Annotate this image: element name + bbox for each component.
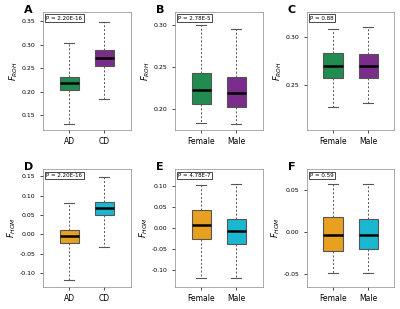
Text: P = 0.88: P = 0.88 xyxy=(310,15,334,21)
Text: E: E xyxy=(156,162,163,172)
Y-axis label: $F_{HOM}$: $F_{HOM}$ xyxy=(138,218,150,239)
Text: C: C xyxy=(288,5,296,15)
Text: A: A xyxy=(24,5,32,15)
Y-axis label: $F_{ROH}$: $F_{ROH}$ xyxy=(272,61,284,81)
PathPatch shape xyxy=(192,73,211,104)
PathPatch shape xyxy=(324,53,343,78)
PathPatch shape xyxy=(226,219,246,244)
PathPatch shape xyxy=(95,50,114,66)
Text: P = 0.59: P = 0.59 xyxy=(310,173,334,178)
Y-axis label: $F_{HOM}$: $F_{HOM}$ xyxy=(6,218,18,239)
Text: F: F xyxy=(288,162,295,172)
Text: D: D xyxy=(24,162,33,172)
Text: P = 4.78E-7: P = 4.78E-7 xyxy=(178,173,211,178)
Text: B: B xyxy=(156,5,164,15)
Text: P = 2.20E-16: P = 2.20E-16 xyxy=(46,173,82,178)
Y-axis label: $F_{HOM}$: $F_{HOM}$ xyxy=(270,218,282,239)
PathPatch shape xyxy=(60,230,79,243)
PathPatch shape xyxy=(358,219,378,249)
PathPatch shape xyxy=(60,77,79,90)
PathPatch shape xyxy=(324,217,343,251)
Y-axis label: $F_{ROH}$: $F_{ROH}$ xyxy=(8,61,20,81)
Text: P = 2.78E-5: P = 2.78E-5 xyxy=(178,15,211,21)
PathPatch shape xyxy=(192,210,211,239)
Y-axis label: $F_{ROH}$: $F_{ROH}$ xyxy=(140,61,152,81)
PathPatch shape xyxy=(95,201,114,215)
Text: P = 2.20E-16: P = 2.20E-16 xyxy=(46,15,82,21)
PathPatch shape xyxy=(226,77,246,107)
PathPatch shape xyxy=(358,54,378,78)
